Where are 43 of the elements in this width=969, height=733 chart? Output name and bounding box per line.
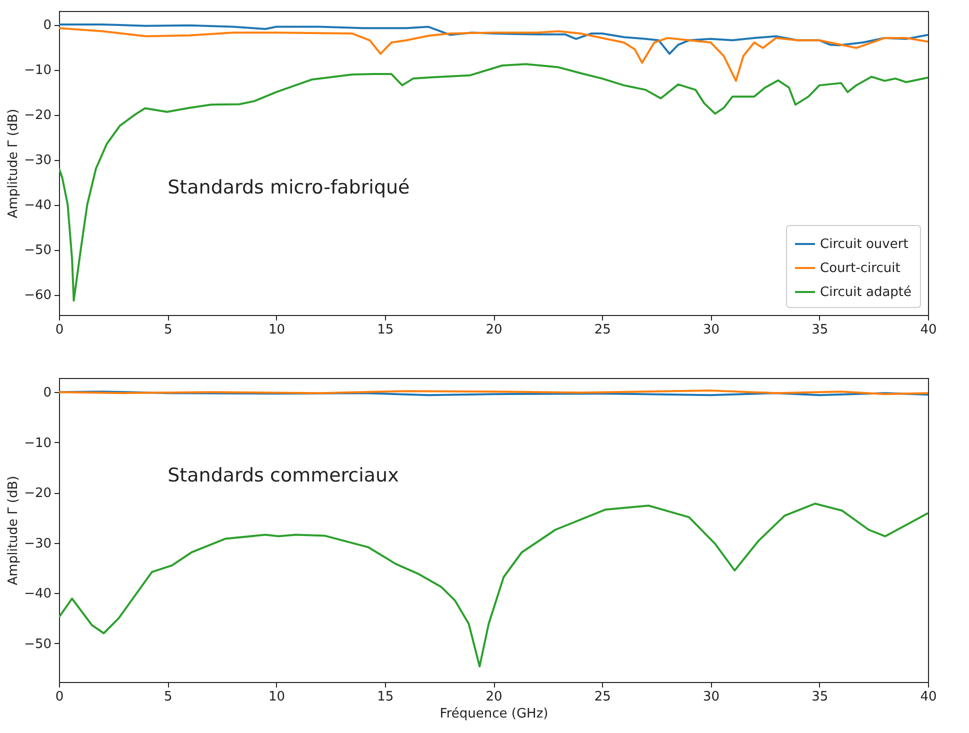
y-tick-label: 0 bbox=[43, 18, 52, 34]
y-axis-title: Amplitude Γ (dB) bbox=[6, 476, 22, 586]
x-tick-label: 20 bbox=[486, 690, 502, 704]
legend-label: Court-circuit bbox=[820, 261, 900, 276]
x-tick-label: 10 bbox=[268, 690, 286, 704]
line-series bbox=[59, 24, 928, 55]
x-tick-label: 10 bbox=[268, 322, 286, 338]
y-tick-label: −10 bbox=[24, 63, 52, 78]
x-tick-label: 5 bbox=[164, 690, 172, 704]
y-tick-label: −30 bbox=[24, 153, 52, 168]
line-series bbox=[59, 63, 928, 302]
y-tick-label: −60 bbox=[24, 288, 52, 304]
x-tick-label: 0 bbox=[55, 322, 64, 338]
x-tick-label: 15 bbox=[377, 690, 394, 704]
legend-label: Circuit ouvert bbox=[820, 237, 908, 252]
annotation: Standards micro-fabriqué bbox=[168, 176, 410, 198]
x-tick-label: 35 bbox=[812, 322, 828, 338]
x-tick-label: 15 bbox=[377, 322, 394, 338]
x-axis-title: Fréquence (GHz) bbox=[440, 706, 548, 722]
y-tick-label: −40 bbox=[24, 586, 52, 602]
y-axis-title: Amplitude Γ (dB) bbox=[6, 108, 22, 218]
y-tick-label: −50 bbox=[24, 636, 52, 652]
x-tick-label: 35 bbox=[812, 690, 828, 704]
x-tick-label: 40 bbox=[920, 322, 937, 338]
y-tick-label: −50 bbox=[24, 243, 52, 258]
y-tick-label: −20 bbox=[24, 108, 52, 124]
x-tick-label: 30 bbox=[702, 322, 720, 338]
x-tick-label: 30 bbox=[702, 690, 720, 704]
y-tick-label: −10 bbox=[24, 436, 52, 451]
annotation: Standards commerciaux bbox=[168, 464, 399, 486]
y-tick-label: −40 bbox=[24, 198, 52, 214]
y-tick-label: −30 bbox=[24, 536, 52, 552]
y-tick-label: −20 bbox=[24, 486, 52, 502]
x-tick-label: 20 bbox=[486, 322, 502, 338]
x-tick-label: 5 bbox=[164, 322, 172, 338]
y-tick-label: 0 bbox=[43, 386, 52, 401]
x-tick-label: 25 bbox=[594, 322, 611, 338]
legend-label: Circuit adapté bbox=[820, 285, 912, 300]
x-tick-label: 0 bbox=[55, 690, 64, 704]
line-series bbox=[59, 27, 928, 82]
x-tick-label: 40 bbox=[920, 690, 937, 704]
line-series bbox=[59, 502, 928, 668]
x-tick-label: 25 bbox=[594, 690, 611, 704]
